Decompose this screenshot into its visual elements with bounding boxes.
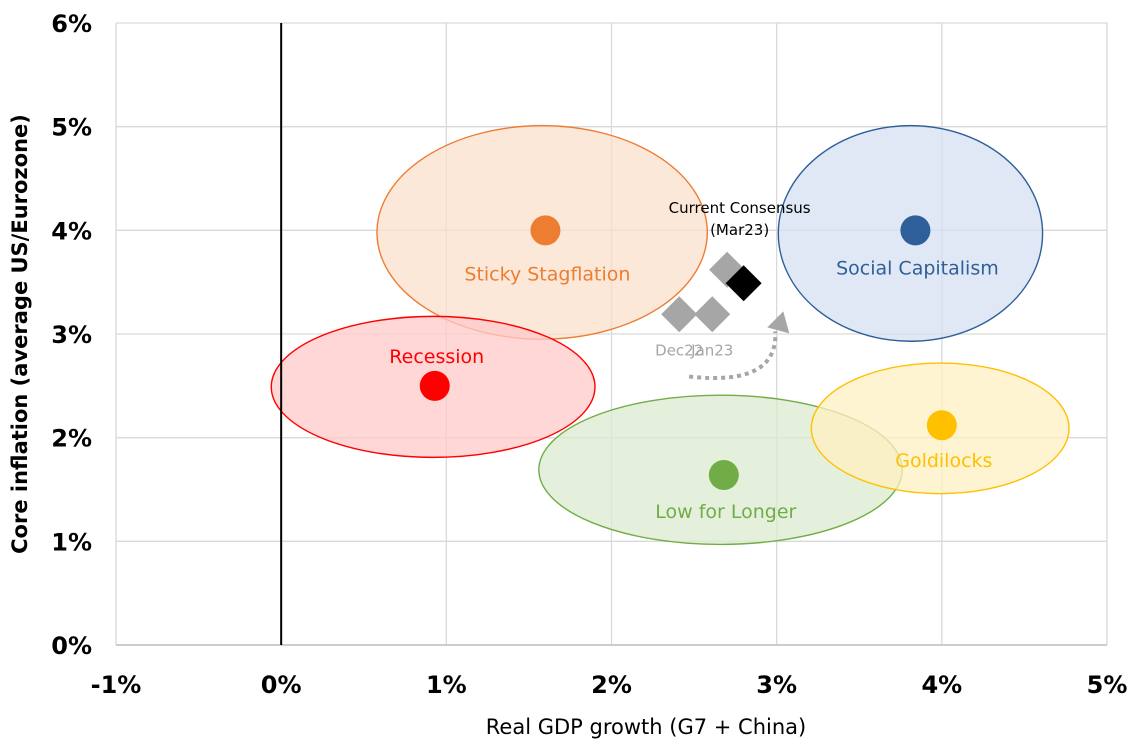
scenario-ellipses	[270, 124, 1070, 546]
trend-arrow	[688, 311, 790, 381]
y-tick-label: 6%	[51, 10, 92, 38]
label-sticky-stagflation: Sticky Stagflation	[464, 263, 630, 285]
point-sticky-stagflation	[530, 215, 561, 246]
point-social-capitalism	[900, 215, 931, 246]
consensus-label: (Mar23)	[710, 221, 769, 239]
x-axis-label: Real GDP growth (G7 + China)	[486, 715, 806, 739]
label-low-for-longer: Low for Longer	[655, 501, 796, 523]
point-goldilocks	[926, 410, 957, 441]
x-tick-label: 4%	[921, 671, 962, 699]
label-recession: Recession	[389, 346, 484, 368]
consensus-label-dec22: Dec22	[655, 341, 703, 359]
y-tick-label: 5%	[51, 114, 92, 142]
y-tick-label: 1%	[51, 528, 92, 556]
point-recession	[419, 370, 450, 401]
dotted-arrow-path	[688, 331, 778, 381]
y-tick-label: 3%	[51, 321, 92, 349]
x-tick-label: 2%	[591, 671, 632, 699]
x-tick-label: 1%	[426, 671, 467, 699]
x-tick-label: 5%	[1087, 671, 1128, 699]
point-low-for-longer	[708, 459, 739, 490]
consensus-diamond	[694, 296, 731, 333]
consensus-label-jan23: Jan23	[690, 341, 733, 359]
arrow-head-icon	[767, 311, 790, 334]
label-goldilocks: Goldilocks	[895, 450, 992, 472]
x-tick-label: -1%	[91, 671, 142, 699]
y-tick-label: 2%	[51, 425, 92, 453]
consensus-diamond	[661, 296, 698, 333]
x-tick-label: 0%	[261, 671, 302, 699]
label-social-capitalism: Social Capitalism	[836, 257, 999, 279]
x-tick-label: 3%	[756, 671, 797, 699]
scenario-points: Sticky Stagflation Social Capitalism Reces…	[389, 199, 998, 523]
y-tick-label: 4%	[51, 217, 92, 245]
tick-labels: -1% 0% 1% 2% 3% 4% 5% 0% 1% 2% 3% 4% 5% 6%	[51, 10, 1127, 699]
y-axis-label: Core inflation (average US/Eurozone)	[8, 114, 32, 554]
consensus-label: Current Consensus	[669, 199, 811, 217]
y-tick-label: 0%	[51, 632, 92, 660]
consensus-diamond-current	[725, 265, 762, 302]
